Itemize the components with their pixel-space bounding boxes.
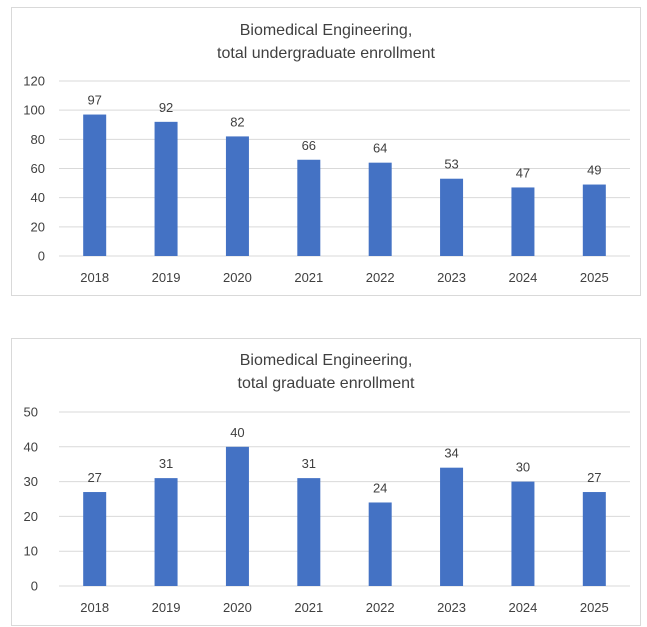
data-label-2019: 92 <box>159 100 173 115</box>
y-tick-label: 40 <box>31 190 45 205</box>
x-tick-label-2020: 2020 <box>223 600 252 615</box>
y-tick-label: 120 <box>23 74 45 89</box>
x-tick-label-2019: 2019 <box>152 600 181 615</box>
bar-2019 <box>154 121 178 256</box>
x-tick-label-2018: 2018 <box>80 270 109 285</box>
x-tick-label-2021: 2021 <box>294 600 323 615</box>
bar-2024 <box>511 481 535 586</box>
bar-2023 <box>440 178 464 256</box>
data-label-2019: 31 <box>159 456 173 471</box>
x-tick-label-2021: 2021 <box>294 270 323 285</box>
x-tick-label-2019: 2019 <box>152 270 181 285</box>
data-label-2022: 64 <box>373 141 387 156</box>
y-tick-label: 10 <box>24 544 38 559</box>
data-label-2021: 31 <box>302 456 316 471</box>
bar-2025 <box>582 184 606 256</box>
x-tick-label-2024: 2024 <box>508 600 537 615</box>
chart-title-line-1: Biomedical Engineering, <box>239 22 413 39</box>
chart-title-line-2: total graduate enrollment <box>237 375 415 392</box>
x-tick-label-2024: 2024 <box>508 270 537 285</box>
x-tick-label-2020: 2020 <box>223 270 252 285</box>
x-tick-label-2025: 2025 <box>580 600 609 615</box>
y-tick-label: 20 <box>24 509 38 524</box>
x-tick-label-2022: 2022 <box>366 270 395 285</box>
bar-2021 <box>297 159 321 256</box>
bar-2022 <box>368 162 392 256</box>
graduate-enrollment-chart: 0 10 20 30 40 50 27 2018 31 2019 40 2020 31 2021 24 202… <box>24 405 630 615</box>
y-tick-label: 20 <box>31 219 45 234</box>
y-tick-label: 40 <box>24 439 38 454</box>
y-tick-label: 50 <box>24 405 38 420</box>
bar-2022 <box>368 502 392 586</box>
bar-2019 <box>154 478 178 586</box>
data-label-2020: 40 <box>230 425 244 440</box>
x-tick-label-2022: 2022 <box>366 600 395 615</box>
bar-2025 <box>582 492 606 586</box>
undergraduate-enrollment-chart: 0 20 40 60 80 100 120 97 2018 92 2019 82 2020 66 2021 6… <box>23 74 630 285</box>
x-tick-label-2023: 2023 <box>437 600 466 615</box>
bar-2020 <box>225 136 249 256</box>
y-tick-label: 30 <box>24 474 38 489</box>
y-tick-label: 0 <box>38 249 45 264</box>
undergraduate-chart-panel: Biomedical Engineering, total undergradu… <box>11 7 641 296</box>
chart-title: Biomedical Engineering, total graduate e… <box>12 349 640 395</box>
data-label-2025: 27 <box>587 470 601 485</box>
bar-2023 <box>440 467 464 586</box>
bar-2020 <box>225 446 249 586</box>
data-label-2024: 47 <box>516 165 530 180</box>
data-label-2024: 30 <box>516 460 530 475</box>
data-label-2023: 34 <box>444 446 458 461</box>
data-label-2022: 24 <box>373 480 387 495</box>
chart-title: Biomedical Engineering, total undergradu… <box>12 19 640 65</box>
data-label-2023: 53 <box>444 157 458 172</box>
data-label-2018: 97 <box>87 93 101 108</box>
y-tick-label: 0 <box>31 579 38 594</box>
data-label-2018: 27 <box>87 470 101 485</box>
y-tick-label: 80 <box>31 132 45 147</box>
data-label-2020: 82 <box>230 114 244 129</box>
x-tick-label-2023: 2023 <box>437 270 466 285</box>
chart-title-line-1: Biomedical Engineering, <box>239 352 413 369</box>
graduate-chart-panel: Biomedical Engineering, total graduate e… <box>11 338 641 626</box>
data-label-2025: 49 <box>587 163 601 178</box>
x-tick-label-2018: 2018 <box>80 600 109 615</box>
bar-2024 <box>511 187 535 256</box>
x-tick-label-2025: 2025 <box>580 270 609 285</box>
bar-2018 <box>83 492 107 586</box>
bar-2018 <box>83 114 107 257</box>
y-tick-label: 100 <box>23 103 45 118</box>
chart-title-line-2: total undergraduate enrollment <box>217 45 435 62</box>
bar-2021 <box>297 478 321 586</box>
data-label-2021: 66 <box>302 138 316 153</box>
y-tick-label: 60 <box>31 161 45 176</box>
